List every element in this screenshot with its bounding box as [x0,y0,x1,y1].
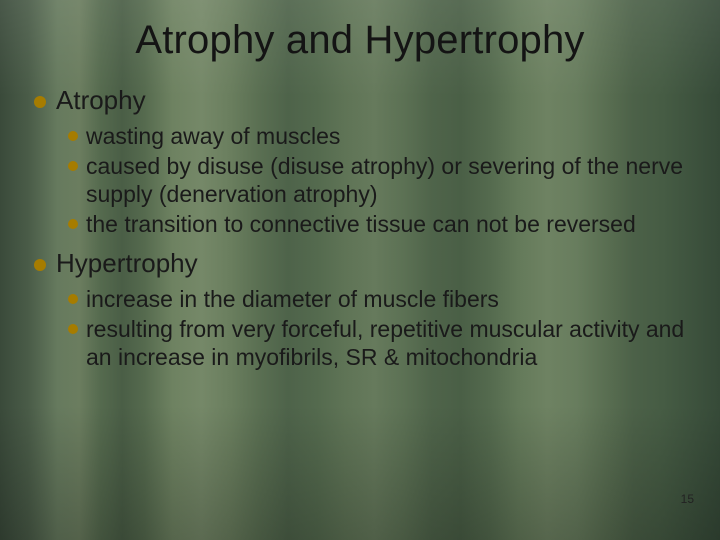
bullet-icon [34,96,46,108]
list-item-text: the transition to connective tissue can … [86,210,686,238]
bullet-icon [68,324,78,334]
list-item-text: increase in the diameter of muscle fiber… [86,285,686,313]
list-item-text: resulting from very forceful, repetitive… [86,315,686,371]
section-heading-text: Hypertrophy [56,248,686,279]
list-item-text: caused by disuse (disuse atrophy) or sev… [86,152,686,208]
bullet-icon [34,259,46,271]
page-number: 15 [681,492,694,506]
slide-content: Atrophy and Hypertrophy Atrophy wasting … [0,0,720,540]
section-body-atrophy: wasting away of muscles caused by disuse… [68,122,686,238]
bullet-icon [68,219,78,229]
section-heading-text: Atrophy [56,85,686,116]
list-item: increase in the diameter of muscle fiber… [68,285,686,313]
bullet-icon [68,131,78,141]
list-item: caused by disuse (disuse atrophy) or sev… [68,152,686,208]
list-item-text: wasting away of muscles [86,122,686,150]
slide-title: Atrophy and Hypertrophy [34,18,686,63]
bullet-icon [68,294,78,304]
list-item: wasting away of muscles [68,122,686,150]
section-heading-hypertrophy: Hypertrophy [34,248,686,279]
section-heading-atrophy: Atrophy [34,85,686,116]
list-item: resulting from very forceful, repetitive… [68,315,686,371]
section-body-hypertrophy: increase in the diameter of muscle fiber… [68,285,686,371]
bullet-icon [68,161,78,171]
list-item: the transition to connective tissue can … [68,210,686,238]
